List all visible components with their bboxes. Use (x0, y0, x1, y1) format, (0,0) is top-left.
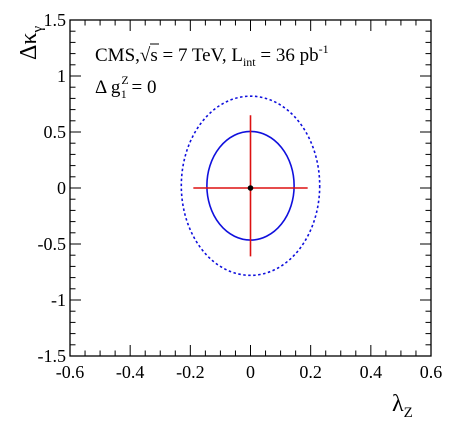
x-tick-label: -0.4 (116, 362, 145, 382)
y-tick-label: -0.5 (38, 234, 67, 254)
ticks (69, 19, 432, 357)
x-tick-label: 0 (246, 362, 255, 382)
x-tick-labels: -0.6 -0.4 -0.2 0 0.2 0.4 0.6 (56, 362, 443, 382)
y-tick-label: 0.5 (44, 122, 67, 142)
y-tick-label: 0 (57, 178, 66, 198)
best-fit-point (247, 185, 254, 191)
x-tick-label: 0.2 (299, 362, 322, 382)
sqrt-symbol: √ (140, 45, 151, 66)
x-axis-title: λZ (392, 391, 413, 421)
x-tick-label: 0.6 (420, 362, 443, 382)
x-tick-label: 0.4 (360, 362, 383, 382)
x-tick-label: -0.6 (56, 362, 85, 382)
contour-dotted (180, 95, 321, 277)
annotation-line-2: Δ gZ 1 = 0 (95, 73, 156, 101)
y-tick-labels: -1.5 -1 -0.5 0 0.5 1 1.5 (38, 10, 67, 366)
annotation-line-1: CMS,√s = 7 TeV, Lint = 36 pb-1 (95, 42, 329, 69)
y-tick-label: -1 (51, 290, 66, 310)
y-axis-title: Δκγ (16, 25, 46, 60)
y-tick-label: -1.5 (38, 346, 67, 366)
x-tick-label: -0.2 (176, 362, 205, 382)
y-tick-label: 1 (57, 66, 66, 86)
y-tick-label: 1.5 (44, 10, 67, 30)
